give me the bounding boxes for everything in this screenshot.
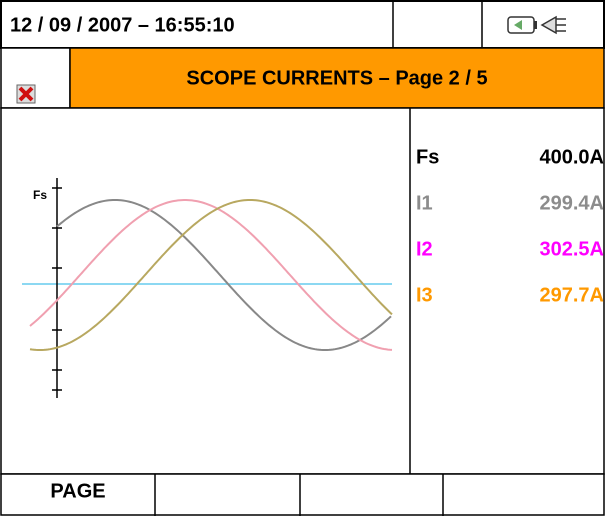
reading-label: Fs xyxy=(416,146,439,168)
datetime: 12 / 09 / 2007 – 16:55:10 xyxy=(10,14,235,36)
reading-label: I1 xyxy=(416,192,433,214)
page-button[interactable]: PAGE xyxy=(50,480,105,502)
footer-bar xyxy=(0,473,605,516)
reading-value: 400.0A xyxy=(540,146,605,168)
reading-value: 302.5A xyxy=(540,238,605,260)
waveform-plot: Fs xyxy=(22,178,393,398)
battery-plug-icon xyxy=(507,15,566,35)
waveform xyxy=(29,199,393,351)
reading-label: I2 xyxy=(416,238,433,260)
close-button[interactable] xyxy=(16,84,36,104)
header-bar xyxy=(0,0,605,49)
axis-label: Fs xyxy=(33,188,47,202)
screen-title: SCOPE CURRENTS – Page 2 / 5 xyxy=(186,67,487,89)
reading-value: 297.7A xyxy=(540,284,605,306)
waveform xyxy=(29,199,393,351)
waveform xyxy=(56,199,392,351)
main-area xyxy=(0,107,605,475)
reading-value: 299.4A xyxy=(540,192,605,214)
reading-label: I3 xyxy=(416,284,433,306)
title-bar xyxy=(69,47,605,109)
